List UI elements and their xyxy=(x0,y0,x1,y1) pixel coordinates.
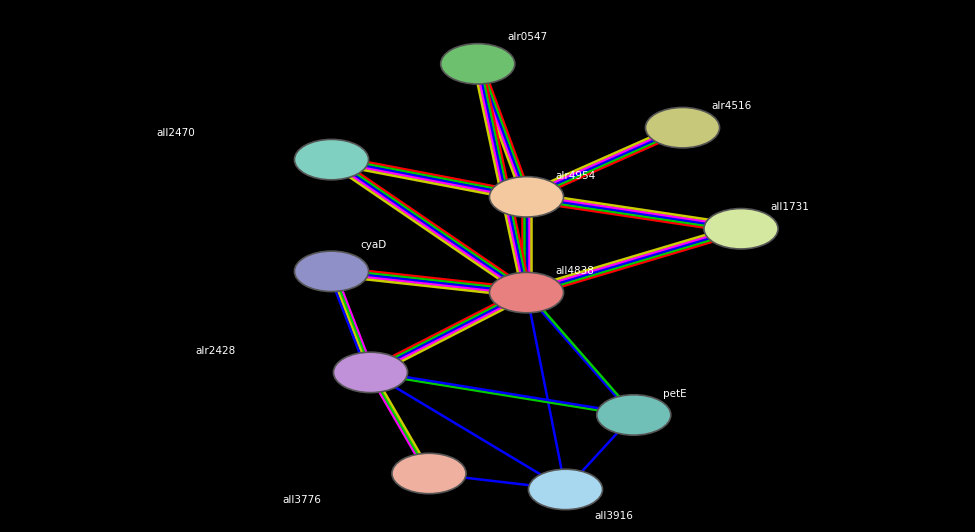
Text: alr0547: alr0547 xyxy=(507,32,547,42)
Circle shape xyxy=(645,107,720,148)
Circle shape xyxy=(294,251,369,292)
Text: alr4954: alr4954 xyxy=(556,171,596,180)
Circle shape xyxy=(294,139,369,180)
Circle shape xyxy=(489,177,564,217)
Circle shape xyxy=(597,395,671,435)
Text: all3776: all3776 xyxy=(283,495,322,505)
Text: petE: petE xyxy=(663,389,686,398)
Circle shape xyxy=(528,469,603,510)
Text: all3916: all3916 xyxy=(595,511,634,521)
Text: all2470: all2470 xyxy=(156,128,195,138)
Text: all4838: all4838 xyxy=(556,267,595,276)
Text: alr4516: alr4516 xyxy=(712,102,752,111)
Circle shape xyxy=(441,44,515,84)
Circle shape xyxy=(392,453,466,494)
Circle shape xyxy=(489,272,564,313)
Text: cyaD: cyaD xyxy=(361,240,387,250)
Circle shape xyxy=(333,352,408,393)
Text: alr2428: alr2428 xyxy=(195,346,235,356)
Text: all1731: all1731 xyxy=(770,203,809,212)
Circle shape xyxy=(704,209,778,249)
